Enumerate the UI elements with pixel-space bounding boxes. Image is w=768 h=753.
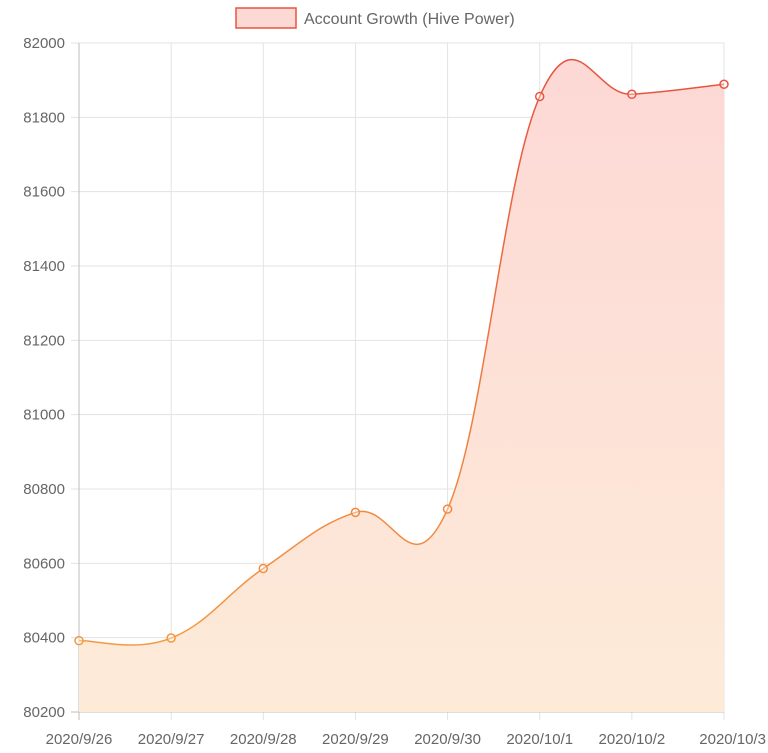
series-line	[78, 58, 725, 646]
data-point[interactable]	[350, 507, 361, 518]
y-tick-label: 81400	[23, 258, 65, 275]
x-tick-label: 2020/9/30	[414, 731, 481, 748]
x-tick-label: 2020/9/28	[230, 731, 297, 748]
x-tick-label: 2020/10/1	[506, 731, 573, 748]
y-tick-label: 81200	[23, 332, 65, 349]
data-point[interactable]	[166, 633, 176, 643]
data-point[interactable]	[719, 79, 729, 90]
y-tick-label: 81600	[23, 184, 65, 201]
x-tick-label: 2020/9/26	[46, 731, 113, 748]
data-point[interactable]	[258, 563, 269, 574]
x-tick-label: 2020/9/27	[138, 731, 205, 748]
y-tick-label: 81800	[23, 109, 65, 126]
data-points	[74, 79, 729, 646]
y-tick-label: 80800	[23, 481, 65, 498]
data-point[interactable]	[442, 504, 453, 514]
series-area	[79, 59, 724, 712]
y-tick-label: 80200	[23, 704, 65, 721]
legend[interactable]: Account Growth (Hive Power)	[235, 7, 515, 29]
y-tick-label: 82000	[23, 35, 65, 52]
x-tick-label: 2020/9/29	[322, 731, 389, 748]
y-axis-ticks: 80200 80400 80600 80800 81000 81200 81400 81600…	[23, 35, 65, 721]
data-point[interactable]	[534, 91, 545, 102]
legend-label: Account Growth (Hive Power)	[304, 11, 515, 28]
x-tick-label: 2020/10/2	[598, 731, 665, 748]
x-axis-ticks: 2020/9/26 2020/9/27 2020/9/28 2020/9/29 2020…	[46, 731, 766, 748]
y-tick-label: 80600	[23, 555, 65, 572]
x-tick-label: 2020/10/3	[699, 731, 766, 748]
legend-swatch	[235, 7, 297, 29]
y-tick-label: 80400	[23, 630, 65, 647]
y-tick-label: 81000	[23, 407, 65, 424]
data-point[interactable]	[627, 89, 637, 100]
data-point[interactable]	[74, 635, 84, 646]
